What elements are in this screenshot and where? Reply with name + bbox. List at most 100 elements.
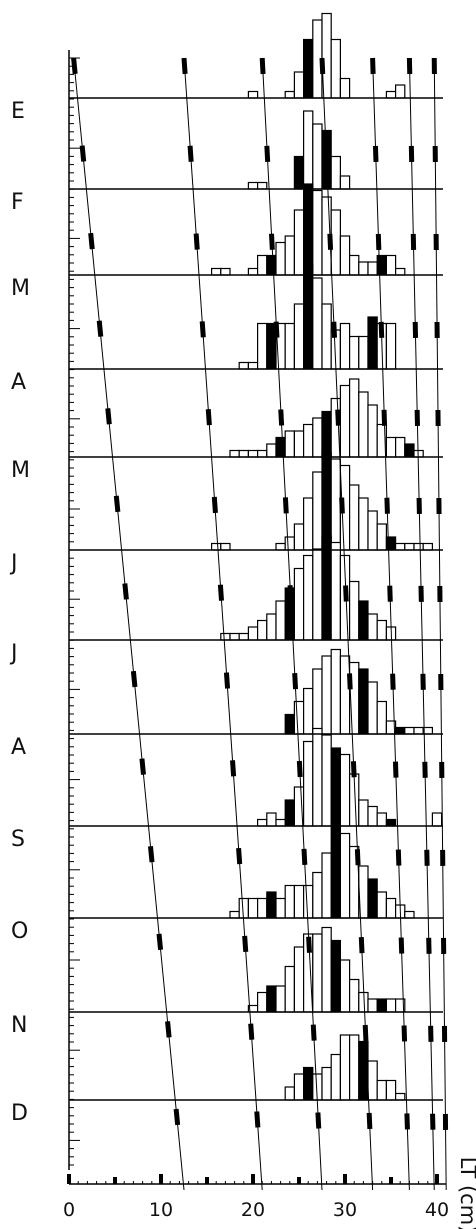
growth-curve xyxy=(183,57,263,1191)
growth-curve-segment xyxy=(181,57,265,1191)
x-axis-title: LT (cm) xyxy=(456,1157,476,1229)
histogram-bar xyxy=(293,71,305,99)
histogram-bar xyxy=(404,910,415,919)
histogram-bar xyxy=(339,959,351,1013)
histogram-bar xyxy=(266,443,277,458)
histogram-bar xyxy=(293,430,305,458)
histogram-bar xyxy=(257,897,268,919)
modal-bar xyxy=(275,436,286,458)
growth-curve-segment xyxy=(259,57,325,1191)
histogram-bar xyxy=(385,254,397,276)
modal-bar xyxy=(376,998,388,1013)
histogram-bar xyxy=(413,726,424,735)
modal-bar xyxy=(367,316,378,370)
histogram-bar xyxy=(330,458,342,551)
growth-curve-segment xyxy=(406,57,437,1191)
histogram-bar xyxy=(284,90,296,99)
x-tick-label: 30 xyxy=(333,1199,357,1221)
histogram-bar xyxy=(385,90,397,99)
modal-bar xyxy=(284,713,296,735)
modal-bar xyxy=(367,878,378,919)
histogram-bar xyxy=(376,812,388,827)
month-label: O xyxy=(11,919,28,944)
histogram-bar xyxy=(293,523,305,551)
histogram-bar xyxy=(422,542,434,551)
x-tick-label: 40 xyxy=(425,1199,449,1221)
histogram-bar xyxy=(293,946,305,1013)
histogram-bar xyxy=(303,423,314,458)
histogram-bar xyxy=(247,626,259,641)
histogram-bar xyxy=(385,998,397,1013)
histogram-bar xyxy=(293,303,305,370)
histogram-bar xyxy=(395,436,406,458)
histogram-bar xyxy=(367,1060,378,1101)
histogram-bar xyxy=(395,542,406,551)
histogram-bar xyxy=(349,254,360,276)
modal-bar xyxy=(293,155,305,190)
month-label: A xyxy=(11,370,26,395)
histogram-bar xyxy=(367,261,378,276)
histogram-bar xyxy=(312,123,323,190)
histogram-bar xyxy=(385,897,397,919)
histogram-bar xyxy=(257,181,268,190)
histogram-bar xyxy=(220,542,231,551)
month-baselines xyxy=(69,97,443,1101)
histogram-bar xyxy=(312,727,323,827)
histogram-bar xyxy=(358,391,369,458)
histogram-bar xyxy=(339,175,351,190)
histogram-bar xyxy=(211,267,222,276)
time-axis xyxy=(68,50,80,1170)
histogram-bar xyxy=(339,753,351,827)
histogram-bar xyxy=(229,449,240,458)
histogram-bar xyxy=(376,619,388,641)
histogram-bar xyxy=(376,700,388,735)
x-tick-label: 20 xyxy=(241,1199,265,1221)
modal-bar xyxy=(303,1066,314,1101)
histogram-bar xyxy=(339,832,351,919)
histogram-bar xyxy=(275,241,286,276)
month-label: E xyxy=(11,99,25,124)
histogram-bar xyxy=(367,510,378,551)
histogram-bar xyxy=(413,542,424,551)
modal-bar xyxy=(303,183,314,276)
histogram-bar xyxy=(376,523,388,551)
histogram-bar xyxy=(257,449,268,458)
histogram-bar xyxy=(349,978,360,1013)
histogram-bar xyxy=(284,1086,296,1101)
histogram-bar xyxy=(257,322,268,370)
histogram-bar xyxy=(229,910,240,919)
histogram-bar xyxy=(339,322,351,370)
histogram-bar xyxy=(247,449,259,458)
month-label: J xyxy=(9,551,18,576)
histogram-bar xyxy=(330,541,342,641)
histogram-bar xyxy=(257,991,268,1013)
month-label: S xyxy=(11,827,25,852)
histogram-bar xyxy=(358,799,369,827)
x-tick-label: 10 xyxy=(149,1199,173,1221)
modal-bar xyxy=(266,891,277,919)
histogram-bar xyxy=(293,884,305,919)
month-label: A xyxy=(11,735,26,760)
histogram-bar xyxy=(293,700,305,735)
histogram-bar xyxy=(358,497,369,551)
histogram-bar xyxy=(339,77,351,99)
histogram-bar xyxy=(303,740,314,827)
histogram-bar xyxy=(385,436,397,458)
histogram-bar xyxy=(257,818,268,827)
histogram-bar xyxy=(284,430,296,458)
histogram-bar xyxy=(229,632,240,641)
histogram-bar xyxy=(312,548,323,641)
growth-curve-segment xyxy=(71,57,187,1191)
histogram-bar xyxy=(312,189,323,276)
histogram-bar xyxy=(220,632,231,641)
histogram-bar xyxy=(211,542,222,551)
month-labels: E F M A M J J A S O N D xyxy=(9,99,30,1126)
histogram-bar xyxy=(358,991,369,1013)
growth-curve-segment xyxy=(431,57,449,1191)
histogram-bar xyxy=(247,897,259,919)
histogram-bar xyxy=(395,1092,406,1101)
histogram-bar xyxy=(321,926,332,1013)
growth-curve-segment xyxy=(319,57,376,1191)
histogram-bar xyxy=(404,726,415,735)
month-label: N xyxy=(11,1013,27,1038)
